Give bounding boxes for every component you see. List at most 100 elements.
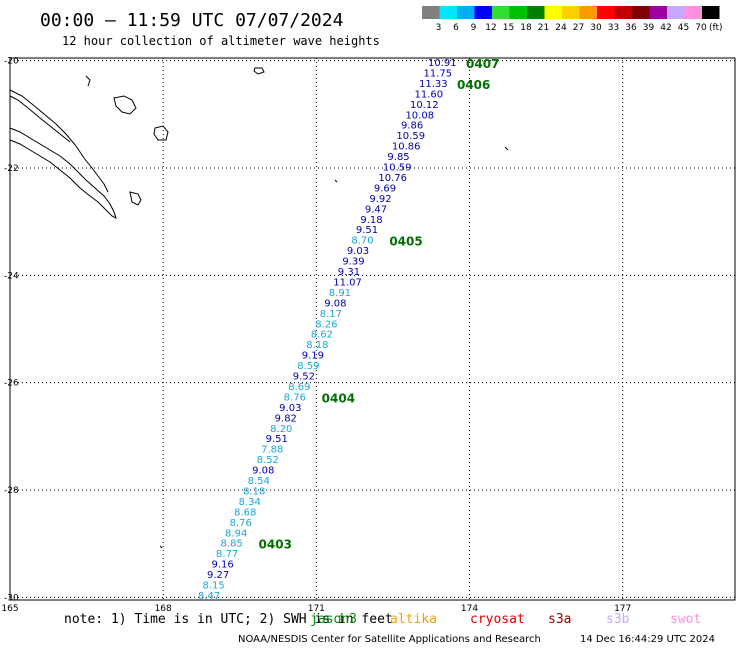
wave-height-label: 8.47 [198, 591, 220, 602]
wave-height-label: 8.59 [297, 361, 319, 372]
wave-height-label: 9.31 [338, 267, 360, 278]
coastline-matthew [334, 179, 338, 183]
wave-height-label: 9.27 [207, 570, 229, 581]
legend-bin-label: 70 [695, 23, 707, 33]
coastline-norfolk-ridge [159, 545, 163, 549]
legend-swatch [457, 6, 475, 19]
wave-height-label: 9.52 [293, 372, 315, 383]
lon-tick-label: 171 [308, 604, 325, 614]
wave-height-label: 8.17 [320, 309, 342, 320]
pass-time-label: 0403 [259, 538, 292, 552]
coastline-new-caledonia [9, 67, 509, 549]
legend-swatch [439, 6, 457, 19]
wave-height-label: 7.88 [261, 445, 283, 456]
wave-height-label: 9.03 [347, 246, 369, 257]
footer-note: note: 1) Time is in UTC; 2) SWH is in fe… [64, 612, 393, 627]
lat-tick-label: -20 [4, 57, 19, 67]
legend-swatch [667, 6, 685, 19]
legend-swatch [492, 6, 510, 19]
legend-swatch [509, 6, 527, 19]
map-title: 00:00 – 11:59 UTC 07/07/2024 [40, 10, 343, 31]
wave-height-label: 8.52 [257, 455, 279, 466]
legend-unit: (ft) [709, 23, 723, 33]
wave-height-label: 8.34 [239, 497, 261, 508]
wave-height-label: 8.76 [284, 392, 306, 403]
lon-tick-label: 177 [614, 604, 631, 614]
legend-bin-label: 33 [608, 23, 619, 33]
coastline-walpole [253, 67, 265, 75]
wave-height-label: 8.77 [216, 549, 238, 560]
legend-bin-label: 45 [678, 23, 689, 33]
mission-label: jason3 [310, 612, 357, 627]
wave-height-label: 8.18 [243, 486, 265, 497]
legend-swatch [702, 6, 720, 19]
map-subtitle: 12 hour collection of altimeter wave hei… [62, 34, 380, 48]
wave-height-label: 8.18 [306, 340, 328, 351]
mission-label: swot [670, 612, 702, 627]
lon-tick-label: 168 [155, 604, 172, 614]
wave-height-label: 8.54 [248, 476, 270, 487]
lat-lon-grid [10, 58, 735, 600]
footer-generated-time: 14 Dec 16:44:29 UTC 2024 [580, 634, 715, 645]
legend-bin-label: 21 [538, 23, 549, 33]
coastline-lifou [113, 95, 137, 115]
coastline-main-island-outer [9, 127, 117, 219]
wave-height-label: 9.92 [369, 194, 391, 205]
legend-swatch [579, 6, 597, 19]
lat-tick-label: -26 [4, 379, 19, 389]
legend-swatch [562, 6, 580, 19]
wave-height-label: 11.60 [414, 89, 443, 100]
mission-label: s3b [606, 612, 630, 627]
wave-height-label: 9.86 [401, 121, 423, 132]
wave-height-label: 9.47 [365, 204, 387, 215]
lat-tick-label: -24 [4, 271, 19, 281]
wave-height-label: 9.39 [342, 257, 364, 268]
legend-swatch [649, 6, 667, 19]
coastline-mare [153, 125, 169, 141]
footer-credit: NOAA/NESDIS Center for Satellite Applica… [238, 634, 541, 645]
wave-height-label: 9.08 [324, 298, 346, 309]
wave-height-label: 10.91 [428, 58, 457, 69]
map-frame [9, 57, 736, 601]
wave-height-label: 11.75 [423, 68, 452, 79]
wave-height-color-legend: 3 6 9 12 15 18 21 24 27 30 33 36 39 42 45 70 [422, 6, 720, 33]
coastline-hunter [504, 146, 509, 151]
wave-height-label: 11.07 [333, 277, 362, 288]
wave-height-label: 9.82 [275, 413, 297, 424]
mission-label: cryosat [470, 612, 525, 627]
legend-bin-label: 30 [590, 23, 602, 33]
lon-tick-label: 174 [461, 604, 478, 614]
legend-swatch [614, 6, 632, 19]
lat-tick-label: -30 [4, 593, 19, 603]
legend-swatch [527, 6, 545, 19]
legend-swatch [684, 6, 702, 19]
wave-height-label: 9.51 [356, 225, 378, 236]
coastline-ouvea [85, 75, 91, 87]
wave-height-label: 10.59 [396, 131, 425, 142]
lon-tick-label: 165 [1, 604, 18, 614]
wave-height-label: 10.08 [405, 110, 434, 121]
wave-height-label: 9.08 [252, 466, 274, 477]
legend-bin-label: 36 [625, 23, 637, 33]
legend-bin-label: 18 [520, 23, 532, 33]
wave-height-label: 8.62 [311, 330, 333, 341]
coastline-isle-of-pines [129, 191, 142, 206]
legend-bin-label: 15 [503, 23, 514, 33]
wave-height-label: 10.86 [392, 142, 421, 153]
legend-bin-label: 9 [471, 23, 477, 33]
wave-height-label: 10.76 [378, 173, 407, 184]
pass-time-label: 0407 [466, 57, 499, 71]
coastline-main-island-inner [9, 89, 109, 193]
wave-height-label: 8.85 [221, 539, 243, 550]
legend-swatch [422, 6, 440, 19]
mission-label: altika [390, 612, 437, 627]
legend-bin-label: 3 [436, 23, 442, 33]
wave-height-label: 8.76 [230, 518, 252, 529]
wave-height-label: 8.20 [270, 424, 292, 435]
wave-height-label: 8.94 [225, 528, 247, 539]
legend-bin-label: 42 [660, 23, 671, 33]
legend-swatch [632, 6, 650, 19]
wave-height-label: 11.33 [419, 79, 448, 90]
